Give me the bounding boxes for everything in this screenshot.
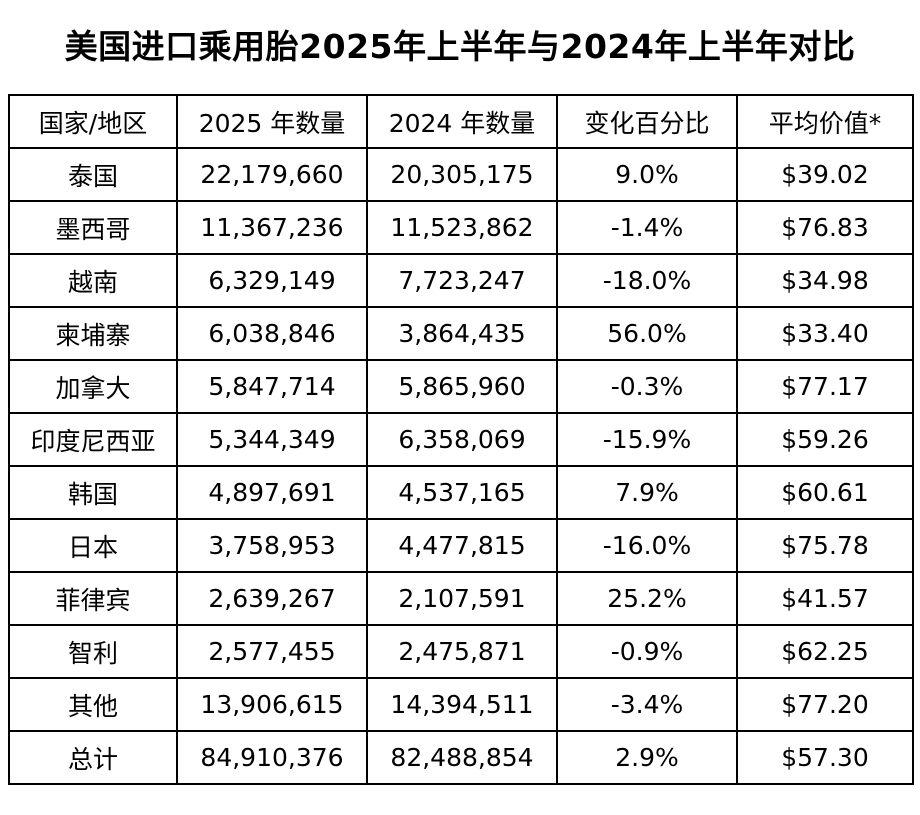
table-row: 印度尼西亚 5,344,349 6,358,069 -15.9% $59.26: [8, 412, 914, 467]
cell-change-percent: 9.0%: [556, 147, 738, 202]
cell-change-percent: -15.9%: [556, 412, 738, 467]
cell-2024-quantity: 14,394,511: [366, 677, 558, 732]
cell-2024-quantity: 2,475,871: [366, 624, 558, 679]
cell-2025-quantity: 11,367,236: [176, 200, 368, 255]
cell-change-percent: -0.9%: [556, 624, 738, 679]
table-row: 柬埔寨 6,038,846 3,864,435 56.0% $33.40: [8, 306, 914, 361]
cell-2024-quantity: 6,358,069: [366, 412, 558, 467]
cell-2024-quantity: 2,107,591: [366, 571, 558, 626]
cell-average-value: $75.78: [736, 518, 914, 573]
cell-2025-quantity: 5,344,349: [176, 412, 368, 467]
cell-2024-quantity: 5,865,960: [366, 359, 558, 414]
cell-average-value: $33.40: [736, 306, 914, 361]
header-2025-quantity: 2025 年数量: [176, 94, 368, 149]
cell-change-percent: -1.4%: [556, 200, 738, 255]
table-row: 泰国 22,179,660 20,305,175 9.0% $39.02: [8, 147, 914, 202]
cell-average-value: $59.26: [736, 412, 914, 467]
table-row: 日本 3,758,953 4,477,815 -16.0% $75.78: [8, 518, 914, 573]
cell-2024-quantity: 82,488,854: [366, 730, 558, 785]
cell-change-percent: 56.0%: [556, 306, 738, 361]
cell-average-value: $76.83: [736, 200, 914, 255]
cell-change-percent: 7.9%: [556, 465, 738, 520]
cell-2024-quantity: 7,723,247: [366, 253, 558, 308]
table-row: 菲律宾 2,639,267 2,107,591 25.2% $41.57: [8, 571, 914, 626]
cell-2024-quantity: 4,477,815: [366, 518, 558, 573]
cell-2025-quantity: 3,758,953: [176, 518, 368, 573]
cell-country: 日本: [8, 518, 178, 573]
cell-2024-quantity: 11,523,862: [366, 200, 558, 255]
cell-2025-quantity: 2,639,267: [176, 571, 368, 626]
cell-country: 总计: [8, 730, 178, 785]
table-header-row: 国家/地区 2025 年数量 2024 年数量 变化百分比 平均价值*: [8, 94, 914, 149]
cell-change-percent: -0.3%: [556, 359, 738, 414]
cell-country: 智利: [8, 624, 178, 679]
cell-2025-quantity: 22,179,660: [176, 147, 368, 202]
cell-average-value: $34.98: [736, 253, 914, 308]
cell-country: 墨西哥: [8, 200, 178, 255]
cell-country: 加拿大: [8, 359, 178, 414]
cell-average-value: $60.61: [736, 465, 914, 520]
cell-2025-quantity: 84,910,376: [176, 730, 368, 785]
cell-country: 柬埔寨: [8, 306, 178, 361]
cell-country: 韩国: [8, 465, 178, 520]
table-row: 墨西哥 11,367,236 11,523,862 -1.4% $76.83: [8, 200, 914, 255]
tire-import-table: 国家/地区 2025 年数量 2024 年数量 变化百分比 平均价值* 泰国 2…: [8, 94, 914, 785]
cell-country: 菲律宾: [8, 571, 178, 626]
page-title: 美国进口乘用胎2025年上半年与2024年上半年对比: [64, 27, 856, 66]
table-row: 其他 13,906,615 14,394,511 -3.4% $77.20: [8, 677, 914, 732]
header-average-value: 平均价值*: [736, 94, 914, 149]
cell-2024-quantity: 20,305,175: [366, 147, 558, 202]
header-change-percent: 变化百分比: [556, 94, 738, 149]
cell-average-value: $62.25: [736, 624, 914, 679]
cell-2024-quantity: 3,864,435: [366, 306, 558, 361]
table-row: 韩国 4,897,691 4,537,165 7.9% $60.61: [8, 465, 914, 520]
header-country: 国家/地区: [8, 94, 178, 149]
cell-2025-quantity: 2,577,455: [176, 624, 368, 679]
cell-2025-quantity: 6,038,846: [176, 306, 368, 361]
cell-2025-quantity: 6,329,149: [176, 253, 368, 308]
cell-country: 泰国: [8, 147, 178, 202]
table-row: 加拿大 5,847,714 5,865,960 -0.3% $77.17: [8, 359, 914, 414]
cell-average-value: $39.02: [736, 147, 914, 202]
header-2024-quantity: 2024 年数量: [366, 94, 558, 149]
table-row: 智利 2,577,455 2,475,871 -0.9% $62.25: [8, 624, 914, 679]
cell-average-value: $77.17: [736, 359, 914, 414]
cell-average-value: $57.30: [736, 730, 914, 785]
cell-average-value: $41.57: [736, 571, 914, 626]
cell-change-percent: 2.9%: [556, 730, 738, 785]
cell-country: 印度尼西亚: [8, 412, 178, 467]
cell-average-value: $77.20: [736, 677, 914, 732]
cell-2025-quantity: 13,906,615: [176, 677, 368, 732]
cell-country: 其他: [8, 677, 178, 732]
cell-2025-quantity: 4,897,691: [176, 465, 368, 520]
cell-change-percent: -16.0%: [556, 518, 738, 573]
table-row: 越南 6,329,149 7,723,247 -18.0% $34.98: [8, 253, 914, 308]
cell-change-percent: -18.0%: [556, 253, 738, 308]
cell-change-percent: 25.2%: [556, 571, 738, 626]
table-total-row: 总计 84,910,376 82,488,854 2.9% $57.30: [8, 730, 914, 785]
cell-change-percent: -3.4%: [556, 677, 738, 732]
cell-2025-quantity: 5,847,714: [176, 359, 368, 414]
cell-2024-quantity: 4,537,165: [366, 465, 558, 520]
cell-country: 越南: [8, 253, 178, 308]
